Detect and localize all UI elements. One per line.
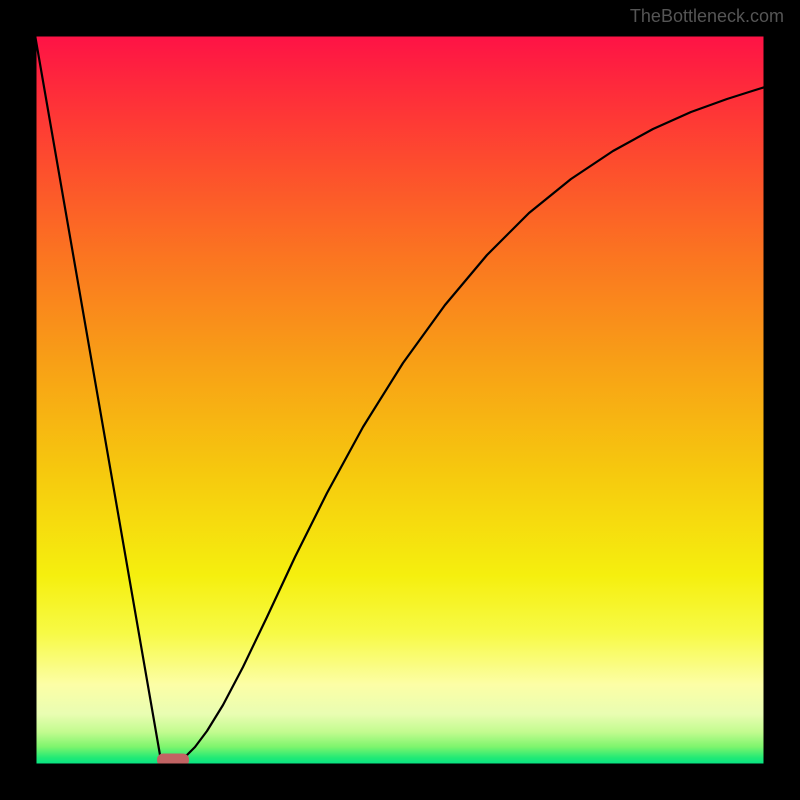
watermark-text: TheBottleneck.com	[630, 6, 784, 27]
plot-area	[35, 35, 765, 767]
chart-container: { "watermark": { "text": "TheBottleneck.…	[0, 0, 800, 800]
gradient-background	[35, 35, 765, 765]
bottleneck-chart	[0, 0, 800, 800]
